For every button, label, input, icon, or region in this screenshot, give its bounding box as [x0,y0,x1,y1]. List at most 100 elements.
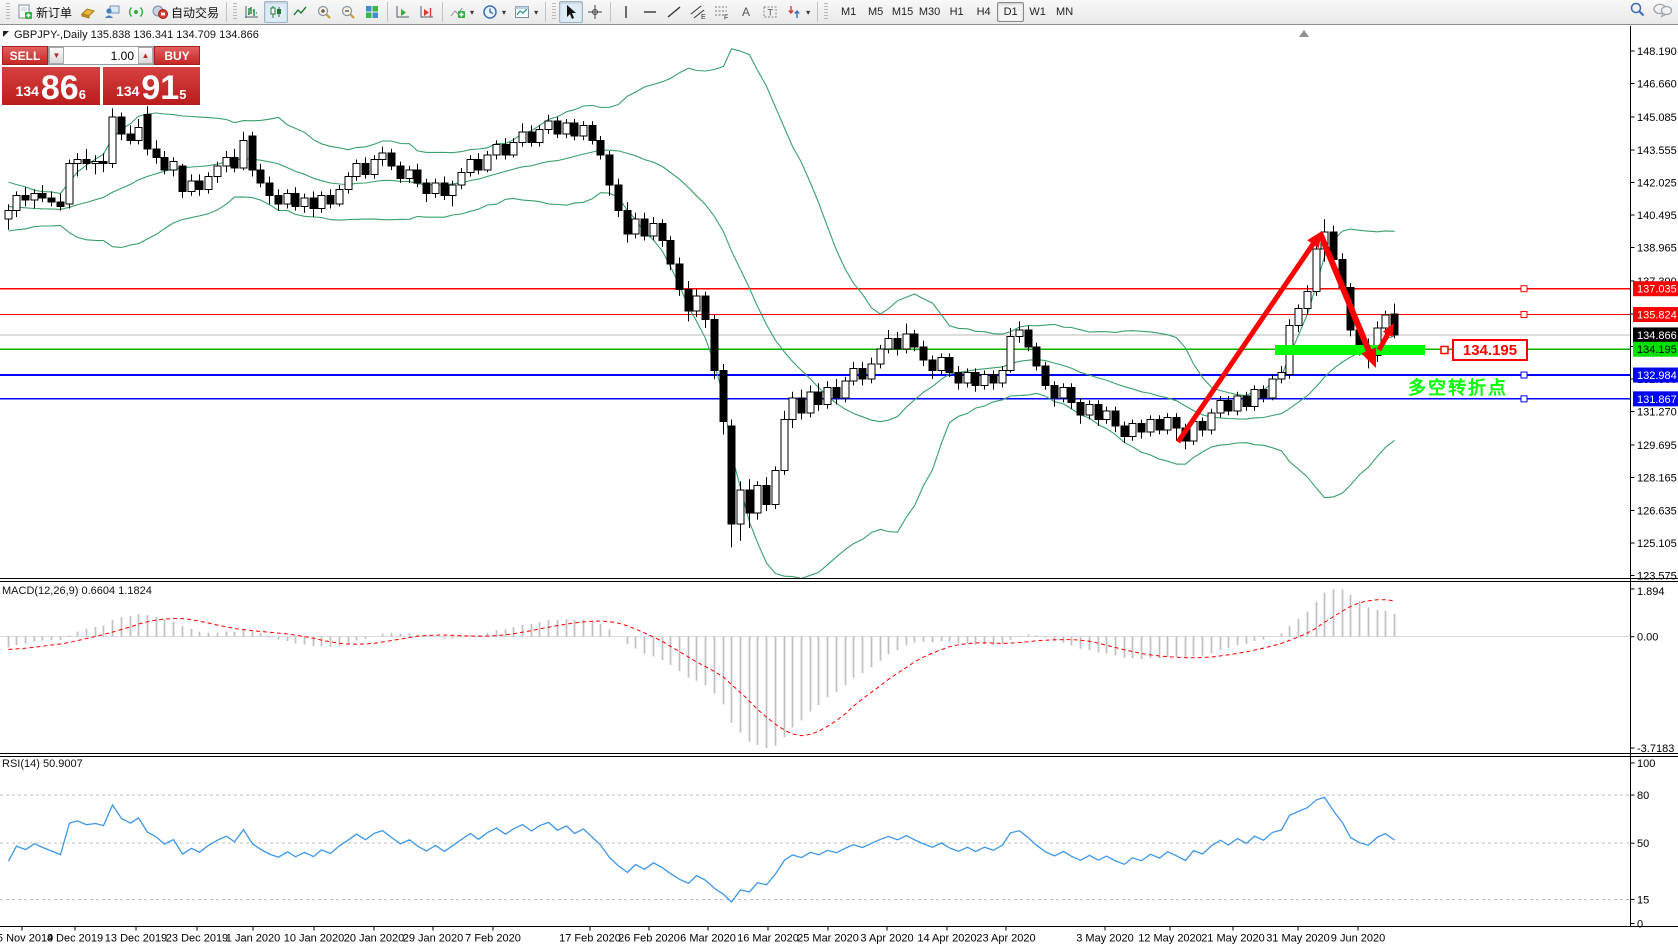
toolbar-drag-handle[interactable] [824,3,829,21]
candle-down [361,163,370,175]
buy-price-panel[interactable]: 134 91 5 [102,67,200,105]
timeframe-M30[interactable]: M30 [918,6,941,18]
timeframe-M5[interactable]: M5 [867,6,884,18]
level-endpoint-marker[interactable] [1520,311,1528,319]
text-button[interactable]: A [734,1,758,23]
chevron-down-icon: ▾ [806,7,811,17]
timeframe-D1[interactable]: D1 [997,2,1025,22]
zoom-in-button[interactable] [312,1,336,23]
chart-shift-button[interactable] [415,1,439,23]
volume-input[interactable] [64,47,138,64]
community-button[interactable] [100,1,124,23]
candle-down [527,131,536,143]
timeframe-W1[interactable]: W1 [1029,6,1046,18]
price-tick-label: 125.105 [1637,538,1677,550]
candle-up [535,129,544,143]
auto-scroll-icon [396,6,410,18]
volume-up-button[interactable]: ▲ [138,47,153,64]
candle-down [248,135,257,171]
zoom-out-button[interactable] [336,1,360,23]
chevron-down-icon: ▾ [534,7,539,17]
candle-down [710,318,719,371]
candle-up [1303,291,1312,310]
market-depth-button[interactable] [76,1,100,23]
candle-up [998,369,1007,384]
trend-arrow-up[interactable] [1175,241,1317,444]
candle-down [474,158,483,171]
timeframe-M15[interactable]: M15 [891,6,914,18]
pivot-annotation-text[interactable]: 多空转折点 [1408,378,1508,398]
templates-button[interactable]: ▾ [510,1,542,23]
market-depth-icon [81,8,95,19]
candle-down [1172,416,1181,429]
equidistant-channel-button[interactable]: E [686,1,710,23]
macd-signal-line [8,599,1395,737]
new-order-button[interactable]: 新订单 [13,1,76,23]
trendline-button[interactable] [662,1,686,23]
date-label: 12 May 2020 [1138,933,1202,945]
chart-candles-button[interactable] [264,1,289,23]
candle-up [222,156,231,167]
search-icon[interactable] [1629,1,1646,18]
candle-up [937,357,946,371]
level-endpoint-marker[interactable] [1520,371,1528,379]
toolbar-drag-handle[interactable] [233,3,238,21]
trend-arrow-small-up[interactable] [1376,331,1391,352]
autotrade-button[interactable]: 自动交易 [148,1,223,23]
candle-up [1294,308,1303,327]
tile-windows-button[interactable] [360,1,384,23]
trend-arrow-down-head[interactable] [1361,347,1377,368]
candle-down [440,182,449,197]
candle-up [1128,423,1137,438]
candle-down [971,372,980,386]
cursor-button[interactable] [559,1,584,23]
price-tag-anchor-marker[interactable] [1440,345,1449,355]
date-label: 10 Jan 2020 [284,933,345,945]
chat-icon[interactable] [1652,1,1674,18]
toolbar-drag-handle[interactable] [6,3,10,21]
toolbar-drag-handle[interactable] [552,3,557,21]
crosshair-button[interactable] [583,1,607,23]
horizontal-line-button[interactable] [638,1,662,23]
price-tag-134195[interactable]: 134.195 [1452,339,1528,361]
vertical-line-button[interactable] [614,1,638,23]
date-label: 9 Jun 2020 [1331,933,1385,945]
signals-button[interactable] [124,1,148,23]
date-label: 13 Dec 2019 [105,933,167,945]
candle-down [1224,399,1233,412]
timeframe-H4[interactable]: H4 [976,6,991,18]
chart-bars-button[interactable] [240,1,264,23]
candle-up [335,188,344,205]
timeframe-M1[interactable]: M1 [840,6,857,18]
chart-line-button[interactable] [288,1,312,23]
chart-shift-marker[interactable] [1299,30,1309,37]
arrows-objects-button[interactable]: ▾ [782,1,814,23]
candle-up [492,144,501,156]
candle-up [1277,372,1286,380]
candle-down [701,295,710,320]
oneclick-collapse-arrow[interactable] [3,31,9,37]
sell-price-panel[interactable]: 134 86 6 [2,67,100,105]
trend-arrow-small-up-head[interactable] [1382,323,1394,338]
timeframe-MN[interactable]: MN [1056,6,1074,18]
candle-up [283,193,292,205]
candle-down [1137,423,1146,433]
fibonacci-button[interactable]: F [710,1,734,23]
buy-button[interactable]: BUY [154,46,200,65]
add-indicator-button[interactable]: ▾ [446,1,478,23]
auto-scroll-button[interactable] [391,1,415,23]
volume-down-button[interactable]: ▼ [49,47,64,64]
level-endpoint-marker[interactable] [1520,285,1528,293]
date-label: 25 Nov 2019 [0,933,53,945]
text-label-button[interactable]: T [758,1,782,23]
periods-button[interactable]: ▾ [478,1,510,23]
date-label: 16 Mar 2020 [737,933,799,945]
level-endpoint-marker[interactable] [1520,395,1528,403]
timeframe-H1[interactable]: H1 [949,6,964,18]
support-zone-bar[interactable] [1275,345,1425,355]
trend-arrow-down[interactable] [1317,231,1373,354]
sell-button[interactable]: SELL [2,46,48,65]
sell-price-sup: 6 [78,87,86,102]
price-tick-label: 140.495 [1637,210,1677,222]
